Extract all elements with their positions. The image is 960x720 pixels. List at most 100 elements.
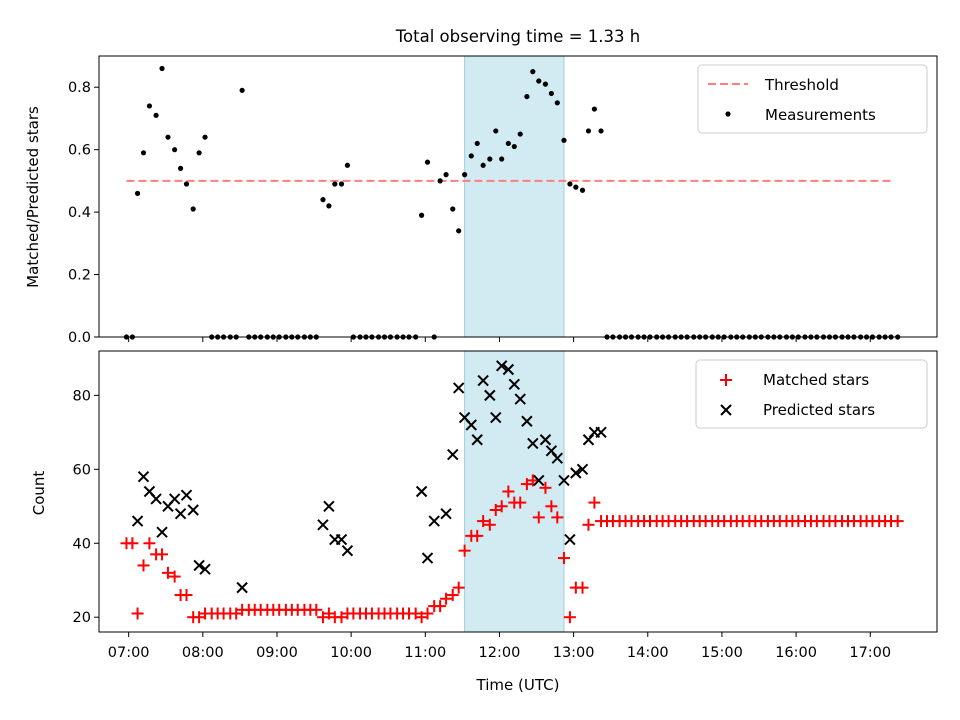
matched-star-point	[446, 589, 459, 602]
predicted-star-point	[533, 474, 545, 487]
matched-star-point	[545, 500, 558, 513]
measurement-point	[573, 184, 579, 190]
matched-star-point	[126, 537, 139, 550]
predicted-star-point	[150, 493, 162, 505]
predicted-star-point	[595, 426, 607, 439]
matched-star-point	[471, 529, 484, 542]
measurement-point	[202, 134, 208, 140]
predicted-star-point	[335, 533, 348, 546]
measurement-point	[326, 203, 332, 209]
measurement-point	[517, 131, 523, 137]
legend-predicted-label: Predicted stars	[763, 401, 875, 419]
legend-measurement-swatch	[725, 111, 731, 117]
predicted-star-point	[180, 489, 193, 501]
predicted-star-point	[199, 563, 211, 575]
y-tick-label: 0.4	[68, 205, 91, 221]
predicted-star-point	[465, 419, 477, 431]
matched-star-point	[156, 548, 169, 561]
measurement-point	[567, 181, 573, 187]
predicted-star-point	[137, 471, 150, 483]
measurement-point	[153, 112, 159, 118]
predicted-star-point	[447, 448, 459, 461]
predicted-star-point	[428, 515, 440, 527]
predicted-star-point	[440, 507, 452, 520]
predicted-star-point	[564, 533, 576, 546]
ratio-legend-box	[697, 64, 928, 134]
legend-matched-swatch	[720, 374, 732, 386]
matched-star-point	[563, 611, 576, 624]
measurement-point	[468, 153, 474, 159]
measurement-point	[239, 87, 245, 93]
measurement-point	[456, 228, 462, 234]
predicted-star-point	[495, 360, 508, 372]
count-y-ticks: 20 40 60 80	[73, 388, 99, 626]
matched-star-point	[137, 559, 150, 572]
matched-star-points	[120, 474, 904, 624]
measurement-point	[177, 165, 184, 171]
measurement-point	[159, 65, 165, 72]
x-tick-label: 09:00	[256, 645, 298, 661]
predicted-star-point	[558, 474, 570, 487]
measurement-point	[332, 181, 338, 187]
matched-star-point	[539, 481, 552, 494]
x-tick-label: 11:00	[404, 645, 446, 661]
predicted-star-point	[236, 581, 248, 594]
measurement-point	[320, 197, 326, 203]
measurement-point	[499, 156, 505, 162]
matched-star-point	[483, 518, 496, 531]
measurement-point	[548, 90, 554, 97]
measurement-point	[462, 172, 468, 178]
measurement-point	[424, 159, 431, 165]
matched-star-point	[502, 485, 515, 498]
measurement-point	[585, 128, 592, 134]
x-tick-label: 16:00	[775, 645, 817, 661]
predicted-star-point	[168, 493, 181, 505]
y-tick-label: 0.2	[68, 268, 91, 284]
count-x-ticks: 07:00 08:00 09:00 10:00 11:00 12:00 13:00 14:00…	[108, 632, 891, 661]
predicted-star-point	[471, 434, 483, 446]
measurement-point	[579, 187, 586, 193]
ratio-x-ticks	[128, 337, 871, 342]
count-legend: Matched stars Predicted stars	[695, 359, 928, 429]
ratio-plot-frame	[98, 55, 938, 338]
predicted-star-point	[193, 559, 205, 572]
measurement-point	[536, 78, 542, 84]
predicted-star-point	[156, 526, 168, 538]
measurement-point	[190, 206, 196, 212]
x-tick-label: 07:00	[108, 645, 150, 661]
predicted-star-point	[415, 485, 428, 498]
measurement-point	[480, 162, 486, 168]
y-tick-label: 40	[73, 536, 91, 552]
predicted-star-point	[521, 415, 533, 427]
measurement-point	[493, 128, 499, 134]
matched-star-point	[458, 544, 471, 557]
predicted-star-point	[539, 434, 552, 446]
predicted-star-point	[582, 434, 595, 446]
predicted-star-point	[490, 411, 502, 424]
predicted-star-point	[502, 363, 515, 376]
predicted-star-point	[545, 445, 558, 457]
measurement-point	[487, 156, 493, 162]
measurement-point	[344, 162, 351, 168]
x-tick-label: 13:00	[553, 645, 595, 661]
predicted-star-point	[174, 507, 187, 520]
legend-measurements-label: Measurements	[765, 106, 876, 124]
measurement-point	[561, 137, 567, 143]
matched-star-point	[452, 581, 465, 594]
predicted-star-point	[570, 467, 582, 479]
measurement-point	[542, 81, 549, 87]
matched-star-point	[143, 537, 156, 550]
matched-star-point	[440, 592, 453, 605]
measurement-point	[196, 150, 202, 156]
legend-matched-label: Matched stars	[763, 371, 869, 389]
matched-star-point	[310, 603, 323, 616]
measurement-point	[172, 147, 178, 153]
figure-title: Total observing time = 1.33 h	[395, 27, 640, 46]
predicted-star-point	[576, 463, 589, 476]
predicted-star-point	[514, 393, 526, 405]
matched-star-point	[477, 515, 490, 528]
measurement-point	[524, 93, 530, 100]
ratio-legend: Threshold Measurements	[697, 64, 928, 134]
predicted-star-point	[131, 515, 144, 527]
count-x-axis-label: Time (UTC)	[476, 676, 560, 694]
